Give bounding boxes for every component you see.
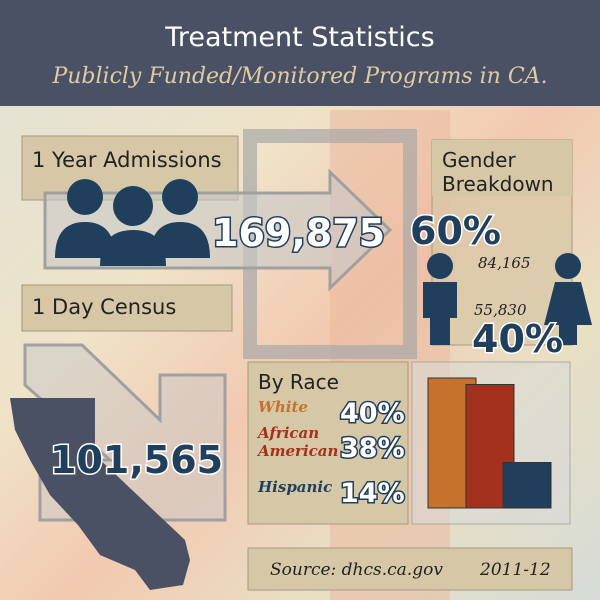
male-icon [423, 253, 457, 345]
race-percent: 14% [340, 478, 405, 509]
people-icon [55, 179, 210, 266]
census-value: 101,565 [50, 438, 223, 482]
title: Treatment Statistics [164, 22, 434, 53]
california-shape [10, 398, 190, 590]
source-box [247, 547, 573, 591]
race-percent: 38% [340, 433, 405, 464]
admissions-value: 169,875 [212, 211, 385, 255]
admissions-label: 1 Year Admissions [32, 148, 222, 172]
race-percent: 40% [340, 398, 405, 429]
year: 2011-12 [479, 560, 551, 580]
female-count: 55,830 [474, 301, 527, 319]
female-icon [544, 253, 592, 345]
race-label: White [258, 398, 308, 416]
census-label: 1 Day Census [32, 295, 176, 319]
census-box [21, 284, 233, 332]
race-label: American [256, 442, 338, 460]
header-band [0, 0, 600, 106]
bar [502, 462, 552, 509]
source: Source: dhcs.ca.gov [270, 560, 443, 580]
male-count: 84,165 [478, 254, 531, 272]
subtitle: Publicly Funded/Monitored Programs in CA… [51, 64, 547, 89]
gender-label: Gender [442, 148, 516, 172]
female-percent: 40% [472, 317, 563, 361]
bar [465, 384, 515, 509]
gender-label-box [432, 140, 572, 196]
race-label: African [256, 424, 319, 442]
race-label: Hispanic [257, 478, 332, 496]
race-box [247, 361, 409, 525]
male-percent: 60% [410, 209, 501, 253]
gender-label: Breakdown [442, 172, 554, 196]
race-title: By Race [258, 370, 339, 394]
